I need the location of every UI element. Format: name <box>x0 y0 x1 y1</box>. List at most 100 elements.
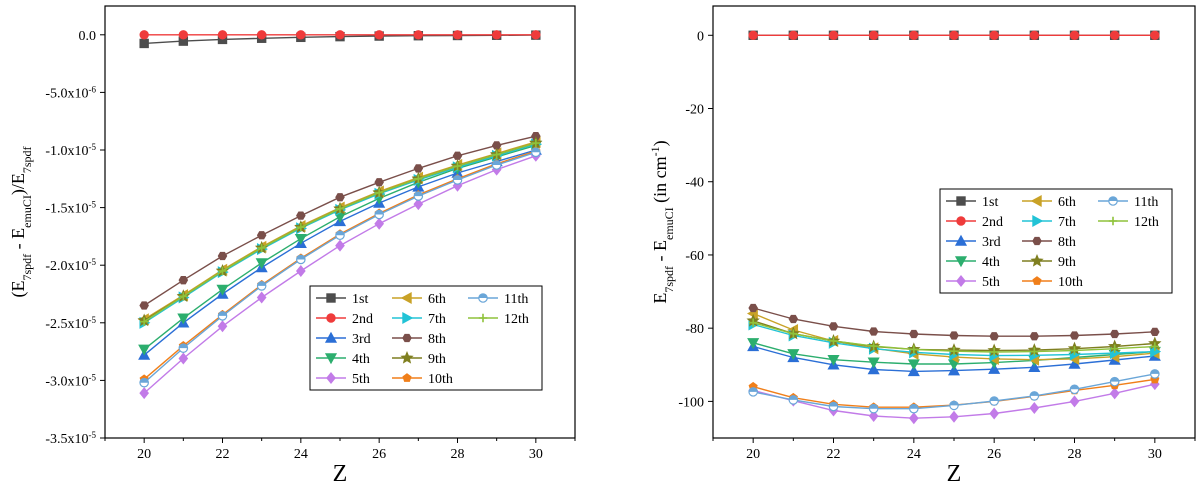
y-tick-label: -3.5x10-5 <box>45 430 96 447</box>
data-point-12th <box>257 243 266 253</box>
legend-label-12th: 12th <box>504 312 529 327</box>
legend-marker-8th <box>1032 236 1042 246</box>
legend-label-10th: 10th <box>1058 275 1083 290</box>
data-point-8th <box>256 231 267 240</box>
data-point-2nd <box>452 30 463 40</box>
data-point-12th <box>492 150 501 159</box>
x-tick-label: 28 <box>451 447 465 462</box>
legend-marker-4th <box>324 353 338 365</box>
data-point-3rd <box>867 363 880 375</box>
data-point-4th <box>787 349 800 361</box>
y-tick-label: -100 <box>678 395 704 410</box>
legend: 1st 2nd 3rd 4th 5th 6th 7th 8th 9th 10th 11th 12th <box>309 285 543 391</box>
legend-marker-3rd <box>954 234 968 246</box>
legend-label-9th: 9th <box>428 352 446 367</box>
data-point-12th <box>748 318 758 327</box>
y-tick-label: -5.0x10-6 <box>45 84 96 101</box>
data-point-5th <box>295 264 306 277</box>
legend-marker-8th <box>402 333 412 343</box>
data-point-12th <box>1110 344 1119 353</box>
data-point-12th <box>869 341 878 351</box>
legend-label-5th: 5th <box>982 275 1000 290</box>
data-point-2nd <box>374 30 384 40</box>
legend-marker-7th <box>1032 214 1044 228</box>
data-point-11th-fill <box>949 401 959 406</box>
data-point-2nd <box>491 30 502 40</box>
data-point-8th <box>139 301 149 310</box>
data-point-8th <box>748 303 758 313</box>
data-point-11th-fill <box>748 387 758 392</box>
data-point-4th <box>827 354 840 366</box>
data-point-11th-fill <box>989 396 999 402</box>
chart-panel-1: 20 22 24 26 28 30 0.0 -5.0x10-6 -1.0x10-5 -1.5x10… <box>8 5 576 487</box>
data-point-8th <box>989 332 999 341</box>
data-point-5th <box>1069 395 1080 408</box>
data-point-8th <box>452 151 463 160</box>
y-tick-label: -60 <box>685 249 704 264</box>
data-point-11th-fill <box>1030 391 1039 396</box>
legend-label-1st: 1st <box>352 292 368 307</box>
data-point-5th <box>335 239 345 252</box>
data-point-8th <box>1109 329 1120 339</box>
data-point-2nd <box>531 30 541 40</box>
data-point-5th <box>908 412 919 425</box>
y-axis-label: E7spdf - EemuCI (in cm-1) <box>648 140 676 303</box>
data-point-8th <box>413 164 424 173</box>
x-tick-label: 24 <box>907 447 921 462</box>
data-point-5th <box>413 198 424 211</box>
data-point-4th <box>255 258 268 270</box>
data-point-12th <box>218 266 227 276</box>
y-tick-label: -1.0x10-5 <box>45 142 96 159</box>
data-point-4th <box>177 313 190 325</box>
y-axis-label: (E7spdf - EemuCI)/E7spdf <box>8 146 34 297</box>
data-point-2nd <box>748 30 758 40</box>
data-point-11th-fill <box>829 402 838 407</box>
legend-label-4th: 4th <box>352 352 370 367</box>
data-point-5th <box>217 320 228 333</box>
legend-marker-9th <box>1030 253 1044 267</box>
data-point-12th <box>296 222 306 232</box>
data-point-12th <box>1070 346 1079 355</box>
data-point-12th <box>909 345 919 354</box>
data-point-11th-fill <box>909 404 919 409</box>
legend: 1st 2nd 3rd 4th 5th 6th 7th 8th 9th 10th 11th 12th <box>939 188 1173 294</box>
data-point-11th-fill <box>789 395 798 400</box>
data-point-2nd <box>788 30 799 40</box>
data-point-2nd <box>178 30 189 40</box>
legend-label-7th: 7th <box>1058 215 1076 230</box>
data-point-5th <box>139 387 150 400</box>
legend-label-12th: 12th <box>1134 215 1159 230</box>
legend-label-6th: 6th <box>1058 195 1076 210</box>
data-point-11th-fill <box>139 378 149 383</box>
data-point-12th <box>949 347 959 356</box>
data-point-12th <box>414 174 423 183</box>
data-point-4th <box>216 284 229 296</box>
data-point-2nd <box>1029 30 1040 40</box>
x-tick-label: 22 <box>216 447 230 462</box>
legend-label-7th: 7th <box>428 312 446 327</box>
data-point-11th-fill <box>1110 377 1119 382</box>
data-point-2nd <box>335 30 345 40</box>
data-point-2nd <box>1109 30 1120 40</box>
legend-box <box>939 188 1173 294</box>
legend-marker-4th <box>954 256 968 268</box>
data-point-11th-fill <box>453 175 462 180</box>
data-point-12th <box>374 188 384 197</box>
legend-box <box>309 285 543 391</box>
series-12th <box>748 318 1160 357</box>
series-8th <box>139 132 541 310</box>
data-point-5th <box>256 291 267 304</box>
data-point-4th <box>867 357 880 369</box>
data-point-3rd <box>1028 361 1041 373</box>
legend-marker-2nd <box>956 216 966 226</box>
data-point-5th <box>178 352 189 365</box>
y-tick-label: -40 <box>685 176 704 191</box>
data-point-8th <box>374 178 384 187</box>
data-point-12th <box>1150 342 1160 351</box>
x-tick-label: 30 <box>529 447 543 462</box>
legend-marker-12th <box>478 313 488 323</box>
data-point-2nd <box>989 30 999 40</box>
legend-label-10th: 10th <box>428 372 453 387</box>
